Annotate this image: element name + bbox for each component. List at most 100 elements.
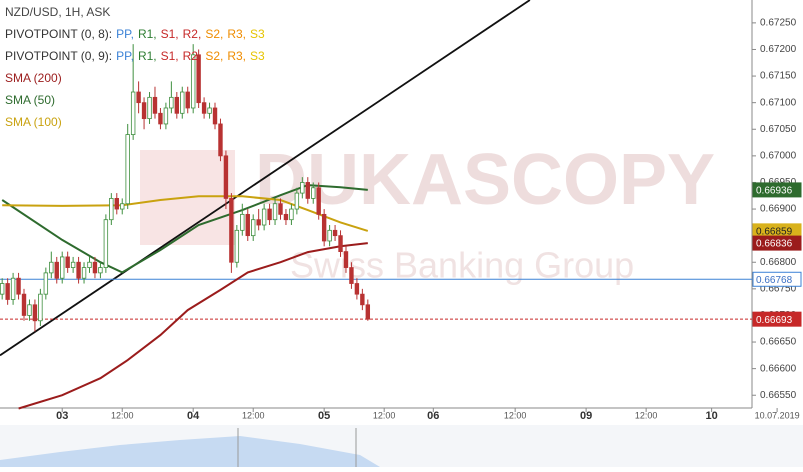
candle-body: [332, 229, 338, 237]
x-tick-label: 05: [318, 410, 330, 422]
candle-body: [327, 229, 332, 242]
candle-body: [27, 304, 32, 316]
price-tag: [752, 182, 802, 198]
candle-body: [163, 107, 169, 125]
legend-pivot-item: S1,: [161, 27, 179, 41]
legend-pivot-item: PP,: [116, 27, 134, 41]
candle-body: [305, 182, 310, 199]
candle-body: [130, 91, 136, 135]
legend-pivot-label: PIVOTPOINT (0, 9):: [5, 49, 112, 63]
candle-body: [316, 187, 321, 215]
candle-body: [21, 293, 27, 316]
candle-body: [174, 96, 180, 114]
candle-body: [272, 203, 278, 221]
y-tick-label: 0.66750: [760, 283, 797, 294]
legend-pivot-item: R1,: [138, 27, 157, 41]
legend-pivot-item: R3,: [227, 49, 246, 63]
plot: [0, 0, 752, 410]
y-tick-label: 0.67250: [760, 18, 797, 29]
trend-line: [0, 0, 531, 357]
legend-pivot-item: S2,: [205, 27, 223, 41]
y-tick-label: 0.66650: [760, 337, 797, 348]
x-tick-label: 12:00: [635, 410, 658, 420]
candle-body: [81, 267, 87, 279]
candle-body: [103, 219, 109, 268]
candle-body: [43, 272, 49, 295]
watermark-brand: DUKASCOPY: [255, 140, 715, 220]
candle-body: [114, 198, 119, 210]
candle-body: [120, 203, 125, 210]
candle-body: [92, 261, 98, 274]
candle-body: [289, 208, 294, 221]
candle-body: [87, 261, 92, 268]
legend-entry: SMA (200): [5, 71, 62, 85]
candle-body: [65, 256, 70, 268]
candle-body: [365, 304, 371, 320]
candle-body: [16, 277, 21, 295]
sma-line: [18, 242, 368, 410]
candle-body: [201, 102, 207, 114]
y-tick-label: 0.66600: [760, 363, 797, 374]
candle-body: [360, 293, 365, 306]
legend-pivot-item: R2,: [183, 49, 202, 63]
candle-body: [256, 219, 261, 226]
candle-body: [141, 102, 147, 120]
legend-pivot-item: S2,: [205, 49, 223, 63]
candle-body: [245, 213, 250, 237]
legend-pivot-label: PIVOTPOINT (0, 8):: [5, 27, 112, 41]
x-tick-label: 09: [580, 410, 592, 422]
legend-pivot-item: S3: [250, 49, 265, 63]
candle-body: [338, 235, 343, 253]
y-tick-label: 0.66900: [760, 204, 797, 215]
candle-body: [152, 96, 158, 114]
price-tag-label: 0.66693: [756, 315, 793, 326]
candle-body: [354, 283, 360, 295]
candle-body: [218, 123, 223, 157]
candle-body: [0, 283, 5, 295]
candle-body: [343, 251, 349, 268]
candle-body: [147, 96, 152, 120]
legend-pivot-item: S1,: [161, 49, 179, 63]
candle-body: [349, 267, 354, 284]
x-tick-label: 12:00: [242, 410, 265, 420]
candle-body: [54, 261, 59, 279]
x-tick-label: 12:00: [111, 410, 134, 420]
price-tag: [752, 235, 802, 251]
legend-pivot-item: PP,: [116, 49, 134, 63]
candle-body: [109, 198, 114, 221]
candle-body: [190, 54, 196, 109]
y-tick-label: 0.67100: [760, 97, 797, 108]
x-tick-label: 10: [705, 410, 717, 422]
legend-pivot-item: R3,: [227, 27, 246, 41]
y-tick-label: 0.66550: [760, 390, 797, 401]
candle-body: [240, 213, 245, 231]
candle-body: [223, 155, 229, 199]
candle-body: [60, 256, 65, 279]
legend-entry: SMA (50): [5, 93, 55, 107]
candle-body: [76, 261, 81, 279]
x-tick-label: 10.07.2019: [755, 410, 800, 420]
price-tag-label: 0.66936: [756, 186, 793, 197]
y-tick-label: 0.67000: [760, 150, 797, 161]
legend: NZD/USD, 1H, ASK PIVOTPOINT (0, 8): PP, R1…: [5, 5, 265, 129]
candle-body: [49, 261, 54, 274]
x-tick-label: 06: [427, 410, 439, 422]
candle-body: [196, 54, 201, 104]
candle-body: [98, 267, 103, 274]
candle-body: [300, 182, 305, 194]
x-tick-label: 03: [56, 410, 68, 422]
candle-body: [169, 96, 174, 109]
y-tick-label: 0.67050: [760, 124, 797, 135]
candle-body: [261, 208, 267, 226]
y-tick-label: 0.67150: [760, 71, 797, 82]
candle-body: [10, 277, 16, 300]
x-tick-label: 04: [187, 410, 200, 422]
candle-body: [234, 229, 240, 263]
candle-body: [136, 91, 141, 104]
candle-body: [212, 107, 218, 125]
candle-body: [185, 91, 190, 109]
candle-body: [5, 283, 10, 300]
